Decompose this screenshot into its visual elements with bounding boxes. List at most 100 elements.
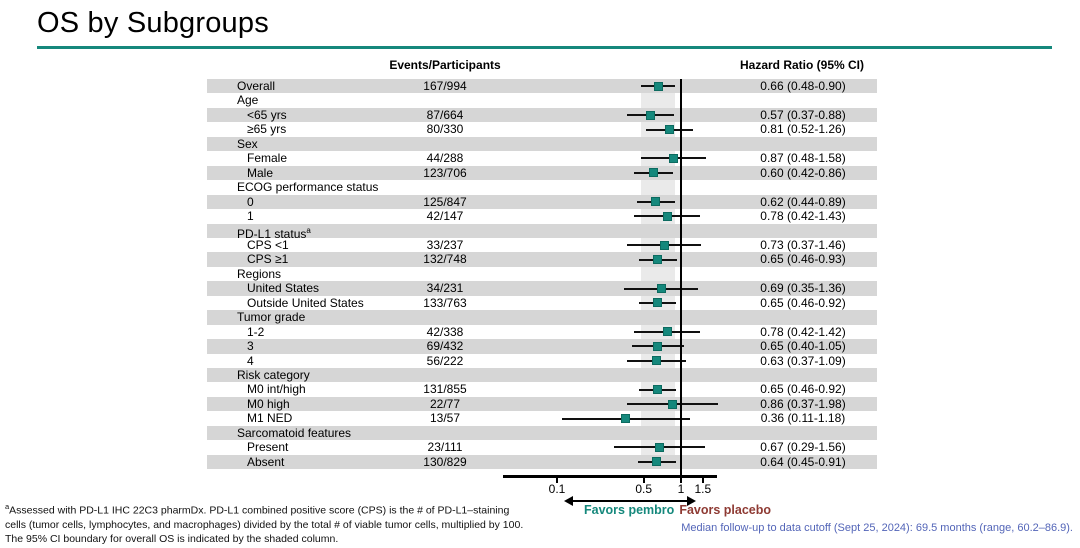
row-label: Female [247, 151, 288, 166]
row-label: Sarcomatoid features [237, 425, 352, 440]
hr-marker [653, 255, 663, 265]
arrow-left-icon [564, 496, 573, 506]
footnote-line-1: aAssessed with PD-L1 IHC 22C3 pharmDx. P… [5, 502, 510, 517]
row-hr-text: 0.67 (0.29-1.56) [760, 440, 846, 455]
row-events: 13/57 [429, 411, 461, 426]
reference-line [680, 79, 682, 477]
row-label: Age [237, 93, 259, 108]
row-events: 87/664 [426, 107, 464, 122]
row-label: M0 high [247, 396, 290, 411]
footnote-superscript: a [5, 502, 10, 511]
hr-marker [653, 298, 663, 308]
events-participants-header: Events/Participants [389, 58, 501, 72]
row-band [207, 194, 877, 210]
row-label: Outside United States [247, 295, 364, 310]
row-hr-text: 0.78 (0.42-1.43) [760, 209, 846, 224]
axis-tick-label: 1.5 [694, 482, 712, 496]
hazard-ratio-header: Hazard Ratio (95% CI) [739, 58, 865, 72]
row-hr-text: 0.65 (0.46-0.92) [760, 382, 846, 397]
footnote-median-followup: Median follow-up to data cutoff (Sept 25… [681, 522, 1073, 534]
row-events: 133/763 [423, 295, 467, 310]
favors-pembro-label: Favors pembro [584, 503, 675, 517]
arrow-right-icon [687, 496, 696, 506]
row-events: 42/338 [426, 324, 464, 339]
row-events: 42/147 [426, 209, 464, 224]
row-label: United States [247, 281, 320, 296]
row-band [207, 454, 877, 470]
footnote-line-2: cells (tumor cells, lymphocytes, and mac… [5, 518, 524, 531]
row-hr-text: 0.73 (0.37-1.46) [760, 237, 846, 252]
row-label: ≥65 yrs [247, 122, 287, 137]
row-hr-text: 0.86 (0.37-1.98) [760, 396, 846, 411]
row-label: Overall [237, 79, 276, 93]
row-band [207, 107, 877, 123]
hr-marker [668, 399, 678, 409]
row-band [207, 252, 877, 267]
row-hr-text: 0.36 (0.11-1.18) [760, 411, 846, 426]
row-label: M0 int/high [247, 382, 306, 397]
hr-marker [654, 442, 664, 452]
row-hr-text: 0.66 (0.48-0.90) [760, 79, 846, 93]
hr-marker [663, 211, 673, 221]
hr-marker [652, 457, 662, 467]
hr-marker [669, 153, 678, 163]
favors-arrow [572, 500, 688, 502]
row-label: 3 [247, 339, 254, 354]
axis-tick [556, 477, 558, 483]
hr-marker [653, 385, 663, 395]
axis-tick [642, 477, 645, 483]
row-events: 167/994 [423, 79, 467, 93]
row-label: Sex [237, 136, 258, 151]
hr-marker [646, 110, 656, 120]
hr-marker [654, 81, 664, 91]
row-label: Tumor grade [237, 310, 306, 325]
footnote-left: aAssessed with PD-L1 IHC 22C3 pharmDx. P… [5, 500, 523, 546]
hr-marker [665, 125, 675, 135]
row-events: 44/288 [426, 151, 464, 166]
row-hr-text: 0.81 (0.52-1.26) [760, 122, 846, 137]
row-label: CPS <1 [247, 237, 289, 252]
hr-marker [663, 327, 673, 337]
row-label: CPS ≥1 [247, 252, 289, 267]
row-label: Present [247, 440, 289, 455]
axis-tick-label: 0.5 [635, 482, 653, 496]
row-band [207, 425, 877, 441]
row-label: 4 [247, 353, 254, 368]
row-hr-text: 0.69 (0.35-1.36) [760, 281, 846, 296]
row-hr-text: 0.65 (0.40-1.05) [760, 339, 846, 354]
row-band [207, 310, 877, 325]
axis-tick [680, 477, 682, 483]
row-band [207, 396, 877, 412]
row-events: 69/432 [426, 339, 464, 354]
row-label: Male [247, 165, 274, 180]
row-hr-text: 0.63 (0.37-1.09) [760, 353, 846, 368]
row-events: 33/237 [426, 237, 464, 252]
row-label: 1 [247, 209, 254, 224]
hr-marker [656, 284, 666, 294]
footnote-line-3: The 95% CI boundary for overall OS is in… [5, 532, 339, 545]
hr-marker [621, 414, 631, 424]
hr-marker [648, 168, 658, 178]
row-label: Risk category [237, 368, 310, 382]
x-axis-line [503, 475, 717, 478]
title-rule [37, 46, 1052, 49]
row-band [207, 339, 877, 354]
hr-marker [650, 197, 660, 207]
hr-marker [659, 240, 669, 250]
row-events: 22/77 [429, 396, 461, 411]
row-hr-text: 0.65 (0.46-0.93) [760, 252, 846, 267]
row-hr-text: 0.65 (0.46-0.92) [760, 295, 846, 310]
row-label: M1 NED [247, 411, 293, 426]
row-band [207, 79, 877, 94]
row-hr-text: 0.64 (0.45-0.91) [760, 454, 846, 469]
row-band [207, 136, 877, 152]
row-label: Regions [237, 266, 282, 281]
row-hr-text: 0.62 (0.44-0.89) [760, 194, 846, 209]
row-events: 130/829 [423, 454, 467, 469]
row-events: 125/847 [423, 194, 467, 209]
axis-tick-label: 0.1 [548, 482, 566, 496]
favors-placebo-label: Favors placebo [679, 503, 772, 517]
row-label: ECOG performance status [237, 180, 379, 195]
hr-marker [651, 356, 661, 366]
